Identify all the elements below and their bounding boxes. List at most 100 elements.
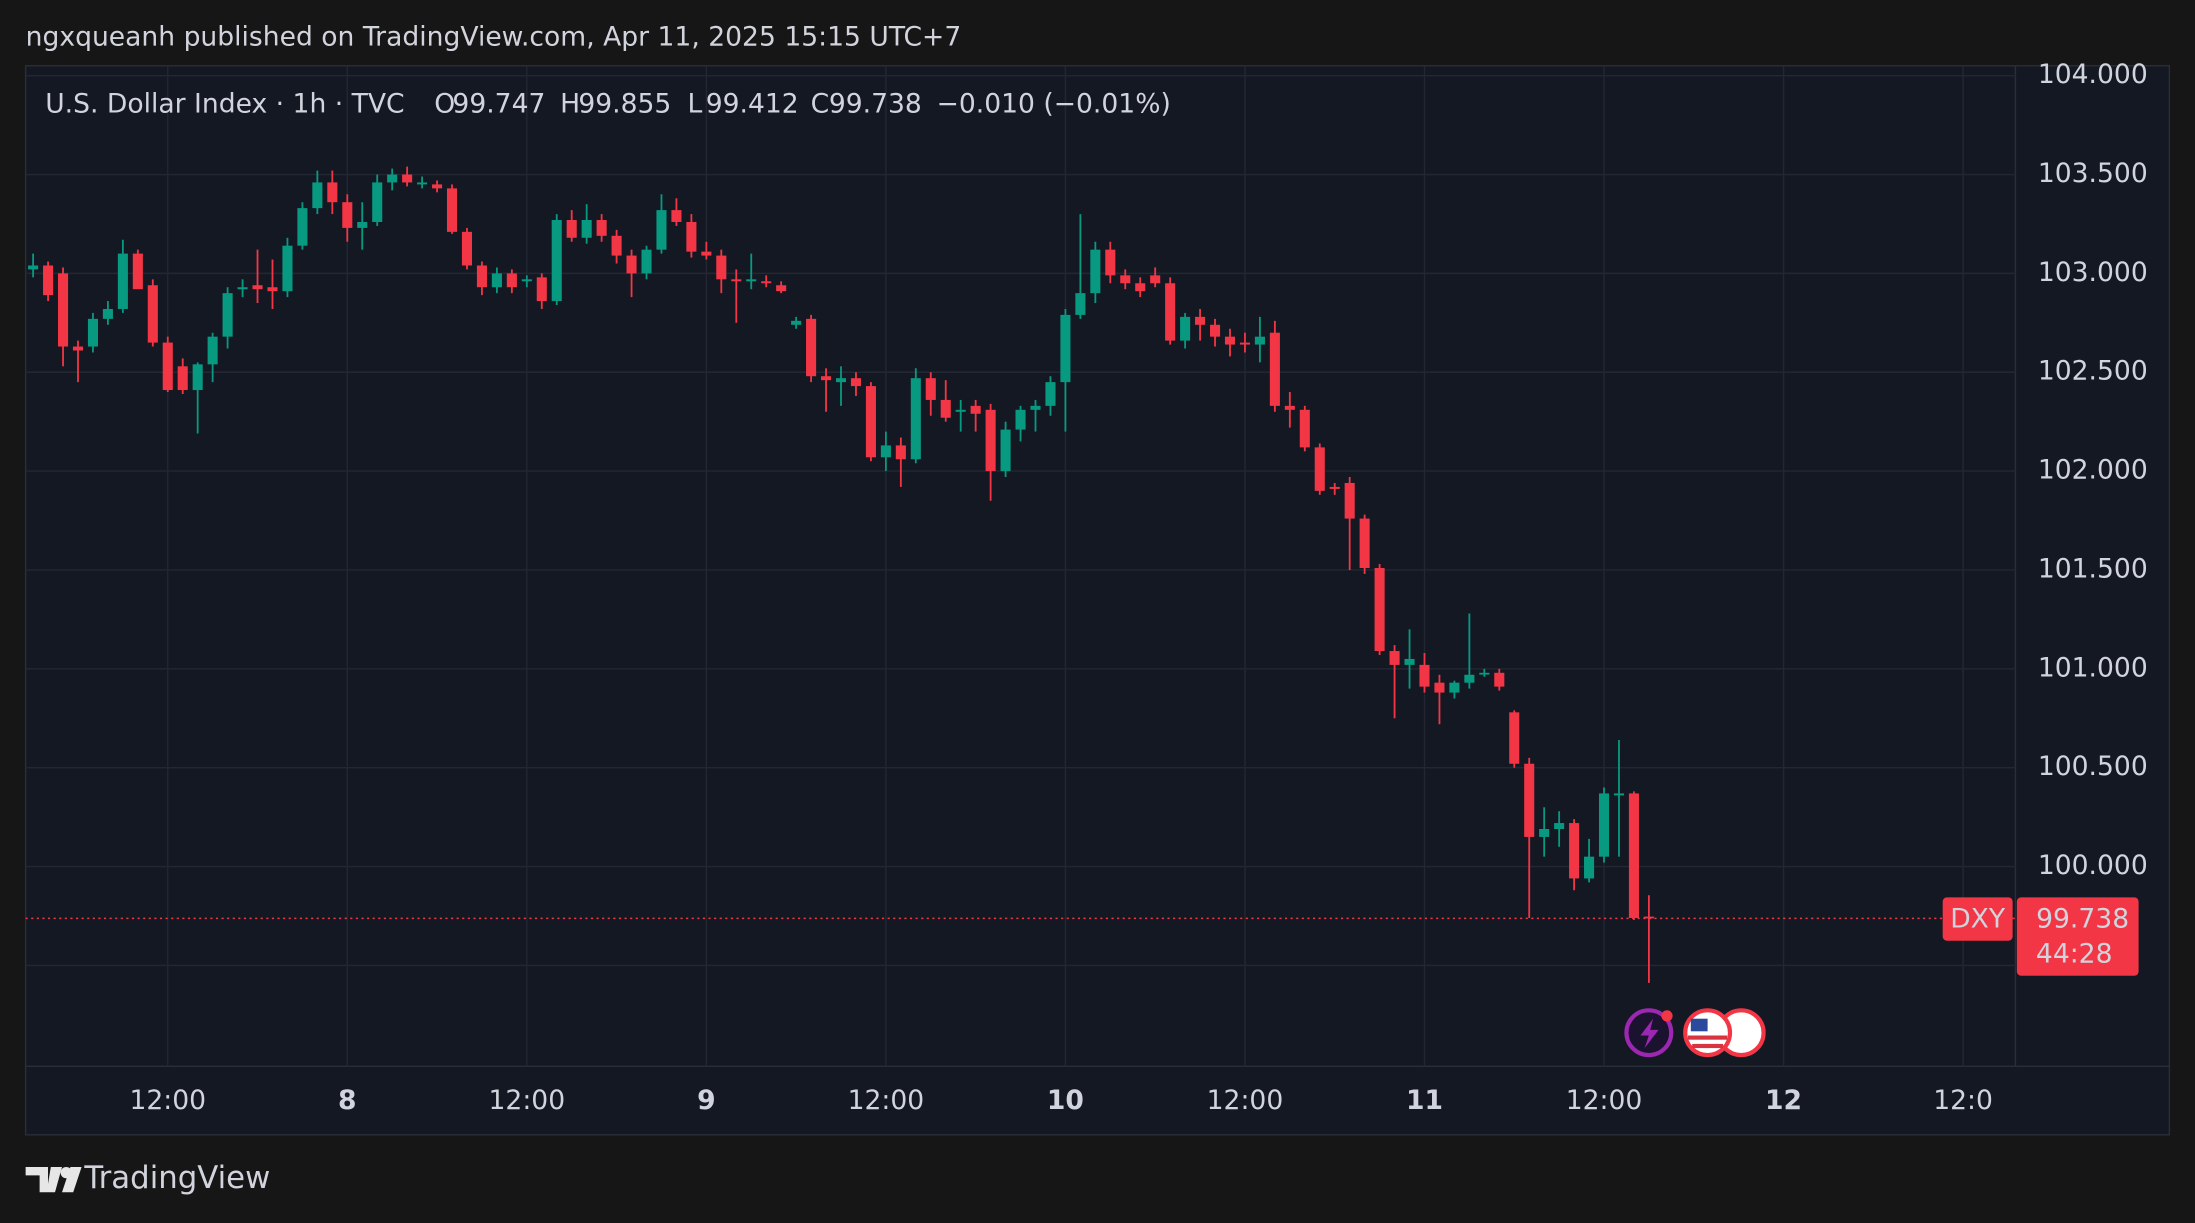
- candle-body: [1195, 316, 1206, 325]
- candle-body: [1569, 823, 1580, 879]
- x-tick-label: 12:00: [1207, 1085, 1284, 1116]
- price-badge: [2016, 897, 2139, 976]
- candle-body: [267, 287, 278, 292]
- candle-body: [596, 219, 607, 236]
- candle-body: [402, 174, 413, 183]
- candle-body: [970, 405, 981, 414]
- legend-field-label: C: [811, 88, 830, 119]
- candle-body: [357, 221, 368, 228]
- candle-body: [746, 279, 757, 282]
- candle-body: [312, 182, 323, 209]
- overlay: 99.500100.000100.500101.000101.500102.00…: [25, 59, 2148, 1116]
- y-tick-label: 100.500: [2038, 751, 2148, 782]
- candle-body: [102, 308, 113, 319]
- legend-field-value: 99.747: [452, 88, 545, 119]
- candle-body: [117, 253, 128, 309]
- flag-stripe: [1692, 1043, 1723, 1049]
- candle-body: [1165, 283, 1176, 341]
- y-tick-label: 100.000: [2038, 850, 2148, 881]
- candle-body: [536, 277, 547, 302]
- candle-body: [297, 208, 308, 246]
- candle-body: [581, 219, 592, 238]
- candle-body: [850, 378, 862, 387]
- candle-body: [1254, 336, 1265, 345]
- x-tick-label: 12:0: [1933, 1085, 1993, 1116]
- candle-body: [28, 265, 39, 270]
- candle-body: [761, 281, 772, 284]
- candle-body: [282, 245, 293, 292]
- legend-field-label: H: [560, 88, 580, 119]
- x-tick-label: 12:00: [1566, 1085, 1643, 1116]
- notification-dot: [1661, 1010, 1673, 1022]
- x-tick-label: 12:00: [848, 1085, 925, 1116]
- candle-body: [701, 251, 712, 256]
- candle-body: [1389, 651, 1400, 665]
- candle-body: [1628, 793, 1639, 918]
- candle-body: [387, 174, 398, 183]
- candle-body: [731, 279, 742, 282]
- candle-body: [417, 182, 428, 185]
- y-tick-label: 102.500: [2038, 356, 2148, 387]
- candle-body: [521, 279, 532, 282]
- candle-body: [865, 386, 876, 458]
- y-tick-label: 101.500: [2038, 553, 2148, 584]
- x-tick-label: 12: [1765, 1085, 1802, 1116]
- candle-body: [1419, 664, 1430, 687]
- candle-body: [147, 285, 158, 343]
- candle-body: [491, 273, 502, 288]
- flag-canton: [1690, 1018, 1708, 1032]
- candle-body: [880, 445, 891, 458]
- ticker-label: DXY: [1950, 903, 2006, 934]
- candle-body: [835, 378, 847, 383]
- candle-body: [1464, 674, 1475, 683]
- legend-field-value: 99.412: [706, 88, 799, 119]
- candle-body: [551, 219, 562, 302]
- candle-body: [716, 255, 727, 280]
- grid: [25, 65, 2016, 1067]
- candle-body: [461, 231, 473, 266]
- candle-body: [955, 409, 966, 412]
- candle-body: [641, 249, 652, 274]
- event-icon[interactable]: [1683, 1008, 1733, 1058]
- candle-body: [72, 346, 84, 351]
- event-icons: [1624, 1008, 1766, 1058]
- last-price-label: 99.738: [2036, 903, 2129, 934]
- candle-body: [1539, 829, 1550, 837]
- brand-logo: [62, 1167, 82, 1193]
- candle-body: [1524, 763, 1535, 837]
- candle-body: [1000, 429, 1011, 472]
- candle-body: [940, 399, 951, 418]
- x-tick-label: 8: [338, 1085, 356, 1116]
- brand: TradingView: [25, 1160, 270, 1196]
- candle-body: [207, 336, 218, 365]
- candle-body: [43, 265, 54, 296]
- candle-body: [327, 182, 338, 203]
- candle-body: [1045, 382, 1056, 406]
- candle-body: [1015, 409, 1026, 430]
- candle-body: [671, 210, 682, 222]
- candle-body: [791, 320, 802, 325]
- candle-body: [1494, 672, 1505, 687]
- candle-body: [821, 376, 832, 381]
- y-tick-label: 102.000: [2038, 455, 2148, 486]
- candle-body: [1224, 336, 1236, 345]
- flag-stripe: [1688, 1035, 1728, 1040]
- candle-body: [372, 182, 383, 222]
- candle-body: [1090, 249, 1101, 294]
- candle-body: [1299, 409, 1310, 448]
- candle-body: [342, 202, 353, 228]
- candle-body: [1434, 682, 1445, 693]
- candle-body: [895, 445, 906, 460]
- x-tick-label: 12:00: [489, 1085, 566, 1116]
- legend-field-label: L: [688, 88, 703, 119]
- candle-body: [192, 364, 203, 391]
- candle-body: [1239, 342, 1250, 345]
- ticker-badge: [1942, 897, 2013, 941]
- candle-body: [1509, 712, 1520, 764]
- legend-field-label: O: [434, 88, 455, 119]
- candle-body: [776, 285, 787, 292]
- candle-body: [476, 265, 487, 288]
- candle-body: [1135, 283, 1146, 292]
- y-tick-label: 103.500: [2038, 158, 2148, 189]
- candle-body: [611, 235, 622, 256]
